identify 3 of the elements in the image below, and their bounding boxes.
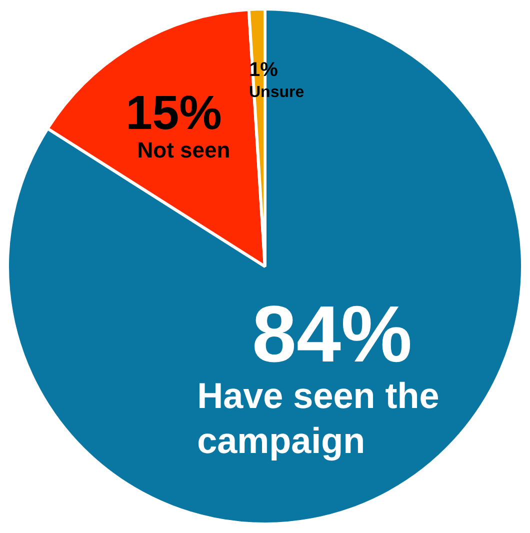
data-label: 1% (249, 58, 278, 81)
data-label: 15% (126, 87, 222, 140)
slice-label: Not seen (137, 138, 230, 163)
